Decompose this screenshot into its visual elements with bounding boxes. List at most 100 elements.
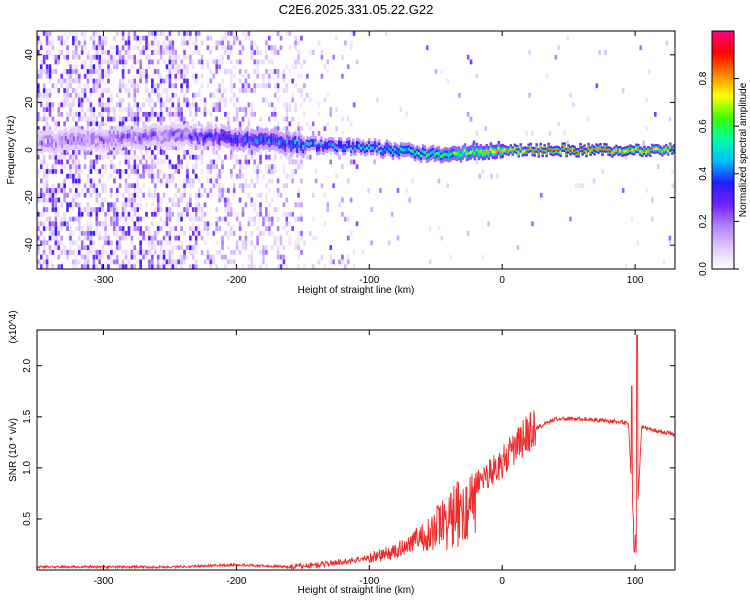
heatmap-cell [133,197,137,203]
snr-y-multiplier: (x10^4) [8,310,19,343]
heatmap-cell [268,230,271,236]
heatmap-cell [168,235,172,241]
heatmap-cell [54,83,58,89]
ridge-core [391,151,395,155]
heatmap-cell [130,240,134,246]
ridge-core [37,137,40,143]
ridge-core [166,133,170,139]
heatmap-cell [177,216,180,222]
heatmap-cell [180,111,183,117]
heatmap-cell [270,50,274,55]
ridge-core [665,147,668,150]
heatmap-cell [45,164,49,170]
heatmap-cell [238,88,242,93]
heatmap-cell [133,221,137,227]
heatmap-cell [118,78,122,84]
ridge-core [431,150,435,154]
heatmap-cell [113,202,116,208]
ridge-core [284,143,287,149]
heatmap-cell [250,88,254,93]
heatmap-cell [349,197,353,203]
heatmap-cell [148,173,151,179]
heatmap-cell [165,145,169,151]
heatmap-cell [37,211,40,217]
heatmap-cell [95,159,99,165]
heatmap-cell [54,159,58,165]
ridge-core [441,154,445,158]
heatmap-cell [142,154,145,160]
heatmap-cell [104,216,107,222]
heatmap-cell [165,216,169,222]
heatmap-cell [45,54,49,60]
heatmap-cell [107,116,110,122]
heatmap-cell [77,221,81,227]
heatmap-cell [136,45,140,51]
ridge-core [344,146,347,150]
heatmap-cell [268,202,271,208]
heatmap-cell [276,249,280,255]
heatmap-cell [244,183,248,189]
heatmap-cell [200,183,204,189]
heatmap-cell [57,111,61,117]
heatmap-cell [241,73,245,79]
heatmap-cell [221,245,224,250]
heatmap-cell [48,126,52,131]
heatmap-cell [235,154,239,160]
heatmap-cell [203,226,207,231]
heatmap-cell [57,102,61,108]
heatmap-cell [124,88,128,93]
heatmap-cell [118,216,122,222]
heatmap-cell [168,254,172,260]
heatmap-cell [244,78,248,84]
heatmap-cell [244,230,248,236]
heatmap-cell [221,92,224,98]
heatmap-cell [113,45,116,51]
heatmap-cell [174,121,178,127]
ridge-core [533,150,536,153]
ridge-core [587,146,590,149]
heatmap-cell [194,50,198,55]
heatmap-cell [83,192,87,198]
heatmap-cell [244,88,248,93]
heatmap-cell [104,211,107,217]
heatmap-cell [256,192,259,198]
heatmap-cell [69,102,72,108]
heatmap-cell [194,159,198,165]
heatmap-cell [89,183,93,189]
heatmap-cell [142,50,145,55]
heatmap-cell [124,83,128,89]
heatmap-cell [115,192,119,198]
heatmap-cell [332,54,335,60]
ridge-core [503,148,507,151]
heatmap-cell [83,154,87,160]
heatmap-cell [83,35,87,41]
heatmap-cell [37,88,40,93]
ridge-core [200,132,203,137]
heatmap-cell [139,64,142,70]
heatmap-cell [168,64,172,70]
heatmap-cell [95,121,99,127]
heatmap-cell [77,102,81,108]
heatmap-cell [241,173,245,179]
heatmap-cell [548,130,552,136]
heatmap-cell [104,40,107,46]
heatmap-cell [72,116,75,122]
heatmap-cell [256,73,259,79]
heatmap-cell [95,211,99,217]
heatmap-cell [139,245,142,250]
heatmap-cell [57,183,61,189]
ridge-core [220,132,223,138]
heatmap-cell [224,111,227,117]
heatmap-cell [118,97,122,103]
heatmap-cell [221,59,224,65]
heatmap-cell [244,164,248,170]
heatmap-cell [133,78,137,84]
heatmap-cell [107,240,110,246]
heatmap-cell [235,116,239,122]
ridge-core [657,147,660,151]
heatmap-cell [297,264,300,269]
ridge-core [381,150,385,154]
heatmap-cell [268,83,271,89]
heatmap-cell [244,240,248,246]
heatmap-cell [215,207,218,212]
